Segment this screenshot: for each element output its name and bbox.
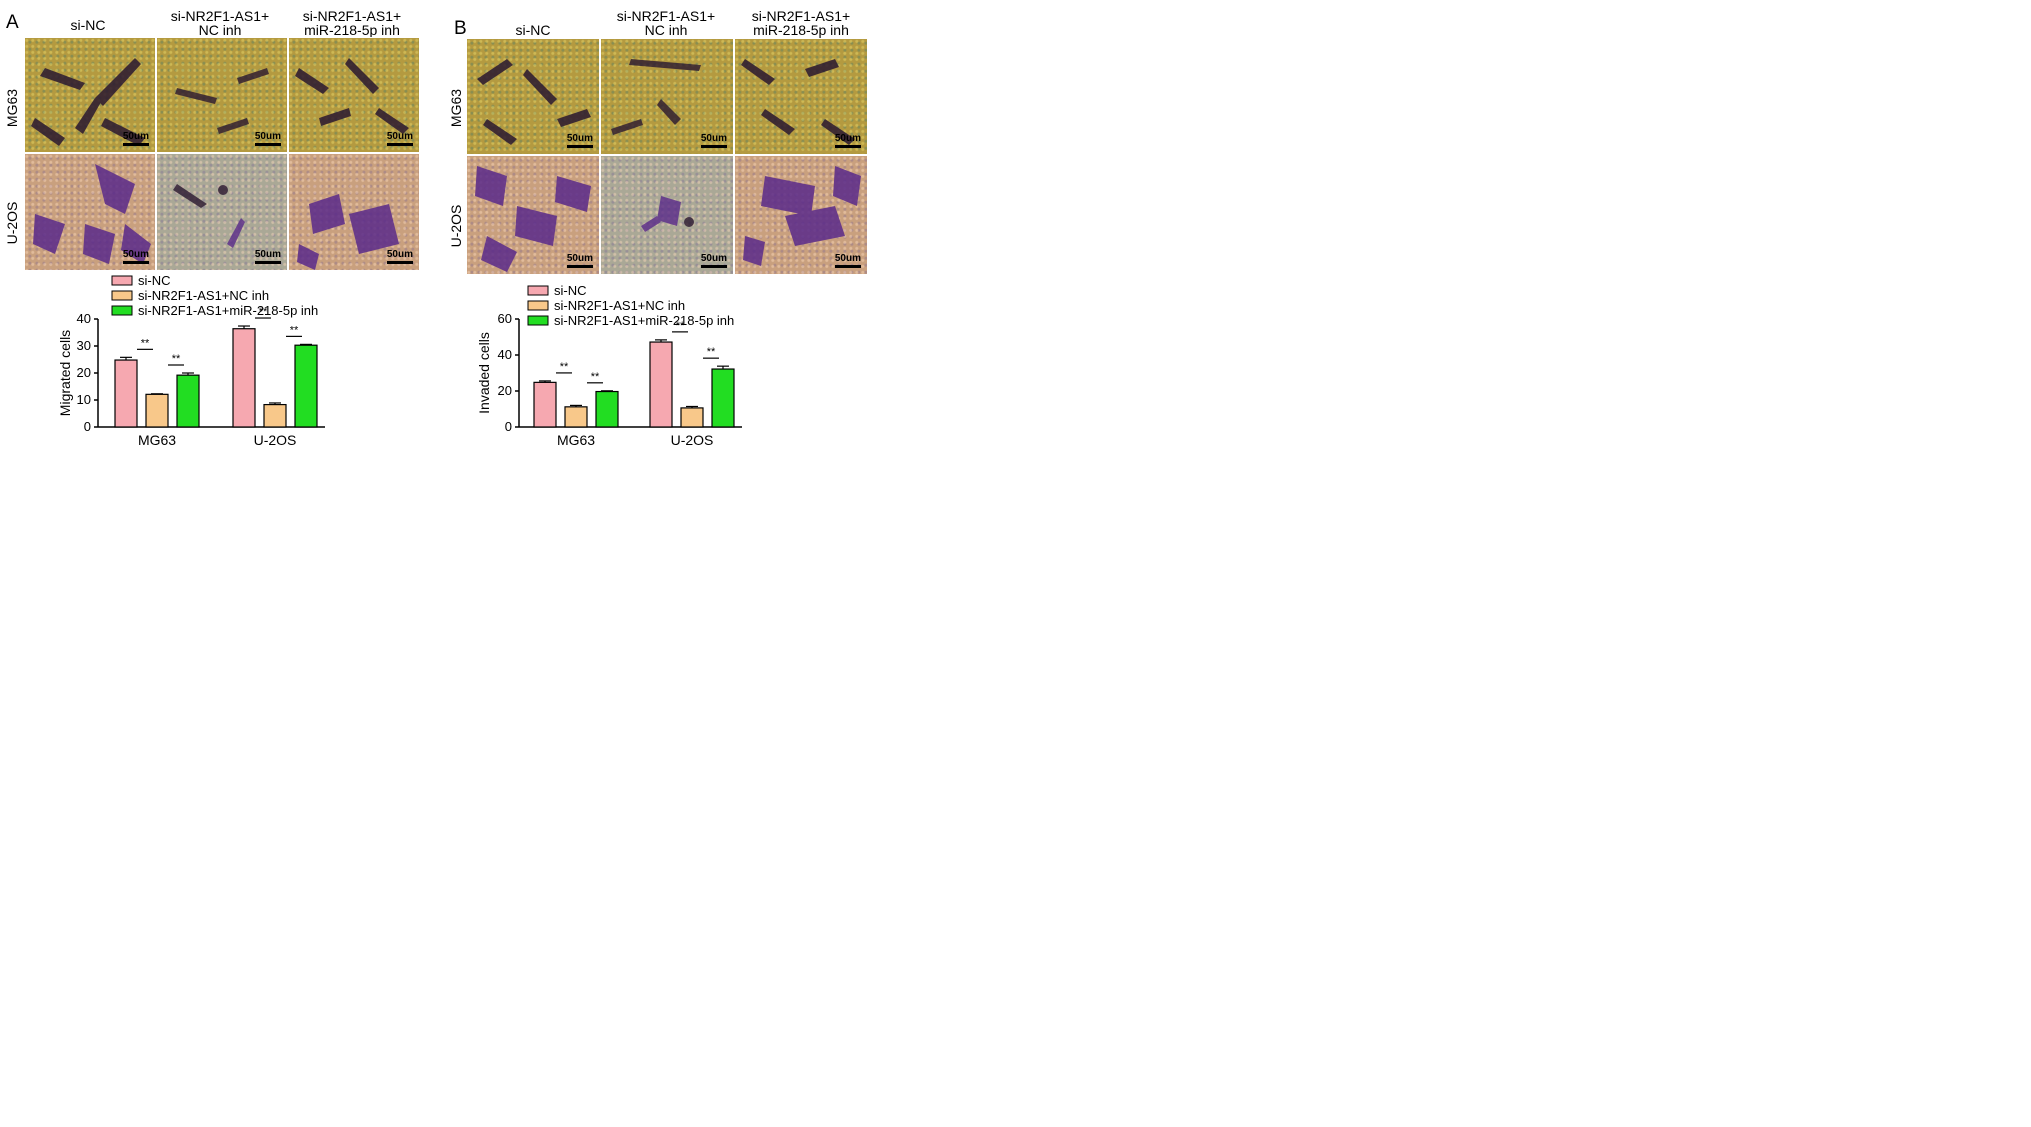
micrograph-a-mg63-si-nc: 50um	[24, 37, 156, 153]
figure: A si-NC si-NR2F1-AS1+ NC inh si-NR2F1-AS…	[0, 0, 870, 487]
stained-cells-image	[641, 196, 694, 232]
significance-marker: **	[141, 337, 150, 349]
scale-bar: 50um	[566, 133, 593, 148]
legend-label: si-NR2F1-AS1+miR-218-5p inh	[554, 313, 734, 328]
micrograph-a-mg63-nc-inh: 50um	[156, 37, 288, 153]
significance-marker: **	[560, 361, 569, 373]
panel-b-col-head-3: si-NR2F1-AS1+ miR-218-5p inh	[751, 8, 851, 38]
micrograph-a-u2os-si-nc: 50um	[24, 153, 156, 271]
scale-bar: 50um	[386, 131, 413, 146]
micrograph-b-u2os-nc-inh: 50um	[600, 155, 734, 275]
y-tick-label: 60	[498, 311, 512, 326]
panel-a-col-head-3: si-NR2F1-AS1+ miR-218-5p inh	[302, 8, 402, 38]
x-tick-label: U-2OS	[254, 432, 297, 448]
bar	[564, 406, 588, 428]
stained-cells-image	[477, 59, 591, 145]
panel-letter-a: A	[6, 12, 19, 33]
scale-bar: 50um	[834, 253, 861, 268]
legend-label: si-NC	[138, 273, 171, 288]
micrograph-b-mg63-mir-inh: 50um	[734, 38, 868, 155]
significance-marker: **	[676, 320, 685, 332]
y-tick-label: 20	[77, 365, 91, 380]
stained-cells-image	[295, 58, 409, 134]
micrograph-b-u2os-mir-inh: 50um	[734, 155, 868, 275]
legend-swatch	[527, 285, 549, 296]
scale-bar: 50um	[834, 133, 861, 148]
micrograph-a-mg63-mir-inh: 50um	[288, 37, 420, 153]
significance-marker: **	[259, 306, 268, 318]
scale-bar: 50um	[122, 249, 149, 264]
scale-bar: 50um	[566, 253, 593, 268]
legend-label: si-NR2F1-AS1+NC inh	[138, 288, 269, 303]
bar	[533, 381, 557, 428]
significance-marker: **	[290, 324, 299, 336]
significance-marker: **	[172, 353, 181, 365]
panel-letter-b: B	[454, 18, 467, 39]
micrograph-b-u2os-si-nc: 50um	[466, 155, 600, 275]
legend-label: si-NR2F1-AS1+NC inh	[554, 298, 685, 313]
micrograph-b-mg63-nc-inh: 50um	[600, 38, 734, 155]
stained-cells-image	[475, 166, 591, 272]
legend-label: si-NR2F1-AS1+miR-218-5p inh	[138, 303, 318, 318]
stained-cells-image	[743, 166, 861, 266]
bar	[711, 368, 735, 428]
bar	[595, 390, 619, 428]
panel-a-col-head-1: si-NC	[70, 17, 106, 33]
y-tick-label: 30	[77, 338, 91, 353]
bar	[680, 407, 704, 428]
stained-cells-image	[173, 184, 245, 248]
scale-bar: 50um	[386, 249, 413, 264]
stained-cells-image	[297, 194, 399, 270]
y-tick-label: 0	[84, 419, 91, 434]
legend-swatch	[527, 300, 549, 311]
legend-swatch	[527, 315, 549, 326]
legend-swatch	[111, 275, 133, 286]
scale-bar: 50um	[254, 131, 281, 146]
legend-swatch	[111, 290, 133, 301]
legend-label: si-NC	[554, 283, 587, 298]
significance-marker: **	[591, 371, 600, 383]
scale-bar: 50um	[700, 253, 727, 268]
scale-bar: 50um	[122, 131, 149, 146]
y-tick-label: 0	[505, 419, 512, 434]
panel-b-col-head-2: si-NR2F1-AS1+ NC inh	[616, 8, 716, 38]
stained-cells-image	[33, 164, 151, 264]
y-tick-label: 20	[498, 383, 512, 398]
x-tick-label: U-2OS	[671, 432, 714, 448]
x-tick-label: MG63	[138, 432, 176, 448]
micrograph-a-u2os-mir-inh: 50um	[288, 153, 420, 271]
panel-a-col-head-2: si-NR2F1-AS1+ NC inh	[170, 8, 270, 38]
stained-cells-image	[741, 59, 855, 145]
y-tick-label: 10	[77, 392, 91, 407]
legend-swatch	[111, 305, 133, 316]
x-tick-label: MG63	[557, 432, 595, 448]
micrograph-a-u2os-nc-inh: 50um	[156, 153, 288, 271]
y-tick-label: 40	[498, 347, 512, 362]
stained-cells-image	[611, 59, 701, 135]
micrograph-b-mg63-si-nc: 50um	[466, 38, 600, 155]
scale-bar: 50um	[700, 133, 727, 148]
y-axis-label: Invaded cells	[476, 332, 492, 414]
y-tick-label: 40	[77, 311, 91, 326]
stained-cells-image	[31, 58, 145, 146]
scale-bar: 50um	[254, 249, 281, 264]
y-axis-label: Migrated cells	[57, 330, 73, 416]
stained-cells-image	[175, 68, 269, 134]
bar	[649, 341, 673, 428]
panel-b-col-head-1: si-NC	[515, 22, 551, 38]
significance-marker: **	[707, 346, 716, 358]
